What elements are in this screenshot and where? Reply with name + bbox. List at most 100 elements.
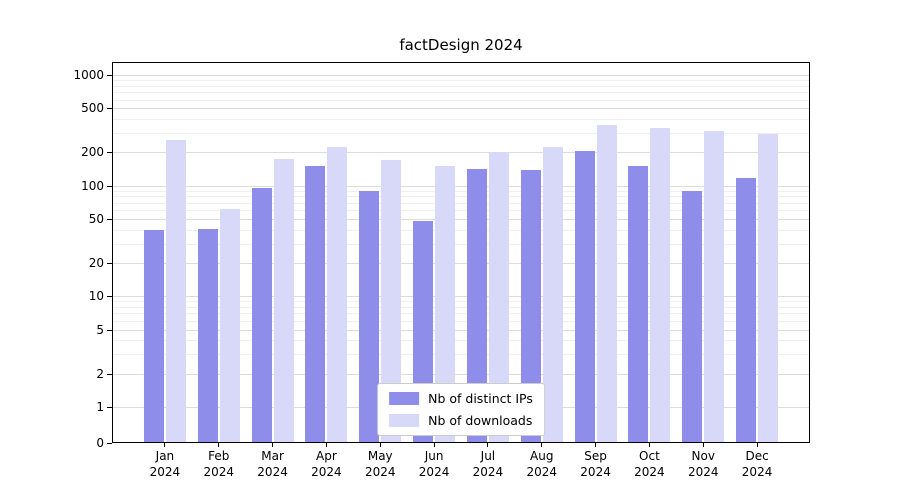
x-axis-tick-label: Apr 2024 [296, 449, 356, 480]
major-gridline [112, 218, 810, 220]
y-axis-tick-label: 100 [81, 178, 104, 193]
x-axis-tick-mark [756, 443, 758, 447]
x-label-month: Apr [316, 449, 337, 463]
major-gridline [112, 108, 810, 110]
bar-downloads [273, 158, 294, 443]
bar-downloads [327, 146, 348, 443]
x-label-year: 2024 [472, 464, 504, 479]
x-axis-tick-label: Jan 2024 [135, 449, 195, 480]
legend-label: Nb of downloads [428, 413, 533, 428]
bar-downloads [758, 133, 779, 443]
x-label-year: 2024 [257, 464, 288, 479]
x-label-year: 2024 [687, 464, 719, 479]
minor-gridline [112, 210, 810, 212]
y-axis-tick-label: 2 [96, 366, 104, 381]
y-axis-tick-mark [107, 185, 112, 187]
x-axis-tick-mark [379, 443, 381, 447]
plot-area: Nb of distinct IPs Nb of downloads [112, 62, 810, 443]
y-axis-tick-label: 5 [96, 322, 104, 337]
x-axis-tick-mark [433, 443, 435, 447]
x-axis-tick-label: Jun 2024 [404, 449, 464, 480]
y-axis-tick-label: 1000 [73, 67, 104, 82]
bar-distinct-ips [466, 169, 487, 443]
y-axis-tick-label: 500 [81, 101, 104, 116]
y-axis-tick-mark [107, 296, 112, 298]
x-label-month: Nov [691, 449, 715, 463]
x-axis-tick-label: Nov 2024 [673, 449, 733, 480]
x-label-month: Feb [208, 449, 230, 463]
y-axis-tick-label: 10 [88, 289, 104, 304]
minor-gridline [112, 229, 810, 231]
x-axis-tick-mark [487, 443, 489, 447]
x-axis-tick-label: Jul 2024 [458, 449, 518, 480]
x-label-year: 2024 [418, 464, 450, 479]
x-label-month: May [367, 449, 393, 463]
x-axis-tick-label: May 2024 [350, 449, 410, 480]
x-axis-tick-mark [702, 443, 704, 447]
x-axis-tick-label: Mar 2024 [243, 449, 303, 480]
minor-gridline [112, 99, 810, 101]
y-axis-tick-mark [107, 74, 112, 76]
minor-gridline [112, 196, 810, 198]
x-label-year: 2024 [526, 464, 558, 479]
bar-downloads [219, 208, 240, 443]
y-axis-tick-mark [107, 263, 112, 264]
y-axis-tick-label: 50 [88, 211, 104, 226]
y-axis-tick-mark [107, 108, 112, 110]
minor-gridline [112, 313, 810, 315]
major-gridline [112, 329, 810, 331]
bar-downloads [488, 152, 509, 443]
bar-downloads [596, 125, 617, 443]
minor-gridline [112, 340, 810, 342]
bar-distinct-ips [628, 165, 649, 443]
x-axis-tick-mark [648, 443, 650, 447]
x-axis-tick-label: Aug 2024 [512, 449, 572, 480]
x-axis-tick-label: Sep 2024 [566, 449, 626, 480]
minor-gridline [112, 80, 810, 82]
bar-downloads [542, 146, 563, 443]
y-axis-tick-label: 1 [96, 400, 104, 414]
minor-gridline [112, 243, 810, 245]
x-label-month: Dec [745, 449, 769, 463]
bar-downloads [435, 166, 456, 443]
bar-downloads [704, 131, 725, 443]
x-label-year: 2024 [149, 464, 181, 479]
legend-swatch [389, 392, 420, 405]
minor-gridline [112, 85, 810, 87]
minor-gridline [112, 320, 810, 322]
y-axis-tick-mark [107, 407, 112, 408]
y-axis-tick-mark [107, 443, 112, 444]
major-gridline [112, 373, 810, 375]
bar-distinct-ips [143, 229, 164, 443]
x-label-month: Jun [424, 449, 444, 463]
major-gridline [112, 296, 810, 298]
x-label-year: 2024 [580, 464, 611, 479]
minor-gridline [112, 354, 810, 356]
chart-title: factDesign 2024 [399, 36, 523, 54]
bar-distinct-ips [574, 151, 595, 443]
minor-gridline [112, 301, 810, 303]
x-label-year: 2024 [364, 464, 396, 479]
y-axis-tick-label: 0 [96, 436, 104, 450]
bar-distinct-ips [197, 228, 218, 443]
x-axis-tick-mark [595, 443, 597, 447]
x-axis-tick-label: Oct 2024 [619, 449, 679, 480]
y-axis-tick-mark [107, 218, 112, 220]
x-label-year: 2024 [203, 464, 235, 479]
bar-downloads [650, 128, 671, 443]
x-label-month: Jul [480, 449, 496, 463]
x-axis-tick-mark [164, 443, 166, 447]
major-gridline [112, 152, 810, 154]
bar-distinct-ips [305, 166, 326, 443]
major-gridline [112, 185, 810, 187]
bar-downloads [165, 139, 186, 443]
x-axis-tick-label: Feb 2024 [189, 449, 249, 480]
legend: Nb of distinct IPs Nb of downloads [377, 383, 545, 436]
x-axis-tick-label: Dec 2024 [727, 449, 787, 480]
major-gridline [112, 263, 810, 264]
y-axis-tick-label: 200 [81, 145, 104, 160]
x-label-month: Mar [261, 449, 284, 463]
x-axis-tick-mark [272, 443, 274, 447]
minor-gridline [112, 307, 810, 309]
